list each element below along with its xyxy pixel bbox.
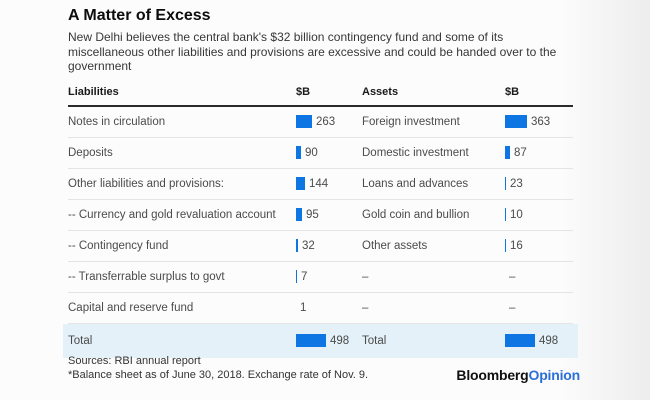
liability-value: 90 bbox=[305, 146, 318, 159]
asset-bar bbox=[505, 177, 506, 190]
liability-label: -- Currency and gold revaluation account bbox=[68, 208, 276, 221]
page-title: A Matter of Excess bbox=[68, 7, 211, 24]
liability-cell: 144 bbox=[296, 177, 362, 190]
asset-cell: 10 bbox=[505, 208, 573, 221]
bloomberg-opinion-logo: BloombergOpinion bbox=[456, 367, 580, 383]
asset-bar bbox=[505, 239, 506, 252]
liability-label: Deposits bbox=[68, 146, 113, 159]
liability-value: 1 bbox=[300, 301, 307, 314]
table-body: Notes in circulation 263 Foreign investm… bbox=[68, 107, 573, 324]
asset-bar bbox=[505, 146, 510, 159]
column-header-liabilities: Liabilities bbox=[68, 85, 119, 98]
table-row: Other liabilities and provisions: 144 Lo… bbox=[68, 169, 573, 200]
asset-value: – bbox=[509, 301, 516, 314]
footnote-text: *Balance sheet as of June 30, 2018. Exch… bbox=[68, 369, 369, 381]
sources-text: Sources: RBI annual report bbox=[68, 355, 201, 367]
chart-card: A Matter of Excess New Delhi believes th… bbox=[63, 7, 578, 358]
table-row: -- Contingency fund 32 Other assets 16 bbox=[68, 231, 573, 262]
total-asset-cell: 498 bbox=[505, 334, 573, 347]
asset-label: Other assets bbox=[362, 239, 428, 252]
asset-cell: 87 bbox=[505, 146, 573, 159]
column-header-assets-unit: $B bbox=[505, 85, 520, 98]
asset-value: 87 bbox=[514, 146, 527, 159]
asset-label: Foreign investment bbox=[362, 115, 460, 128]
table-row: Capital and reserve fund 1 – – bbox=[68, 293, 573, 324]
total-row: Total 498 Total 498 bbox=[63, 323, 578, 358]
total-liability-cell: 498 bbox=[296, 334, 362, 347]
table-header: Liabilities $B Assets $B bbox=[68, 86, 573, 107]
asset-cell: 23 bbox=[505, 177, 573, 190]
liability-label: -- Transferrable surplus to govt bbox=[68, 270, 225, 283]
column-header-liabilities-unit: $B bbox=[296, 85, 311, 98]
total-liability-value: 498 bbox=[330, 334, 350, 347]
total-liability-label: Total bbox=[68, 334, 93, 347]
page-subtitle: New Delhi believes the central bank's $3… bbox=[68, 30, 557, 73]
asset-label: – bbox=[362, 270, 369, 283]
liability-cell: 263 bbox=[296, 115, 362, 128]
asset-value: 10 bbox=[510, 208, 523, 221]
liability-cell: 95 bbox=[296, 208, 362, 221]
asset-value: 363 bbox=[531, 115, 551, 128]
asset-label: – bbox=[362, 301, 369, 314]
table-row: -- Transferrable surplus to govt 7 – – bbox=[68, 262, 573, 293]
liability-label: Capital and reserve fund bbox=[68, 301, 194, 314]
liability-label: Other liabilities and provisions: bbox=[68, 177, 224, 190]
liability-cell: 7 bbox=[296, 270, 362, 283]
footer: Sources: RBI annual report *Balance shee… bbox=[68, 354, 368, 382]
total-asset-value: 498 bbox=[539, 334, 559, 347]
liability-value: 32 bbox=[302, 239, 315, 252]
table-row: Deposits 90 Domestic investment 87 bbox=[68, 138, 573, 169]
table-row: Notes in circulation 263 Foreign investm… bbox=[68, 107, 573, 138]
liability-bar bbox=[296, 115, 312, 128]
asset-value: 23 bbox=[510, 177, 523, 190]
liability-value: 95 bbox=[306, 208, 319, 221]
asset-cell: – bbox=[505, 302, 573, 314]
liability-label: Notes in circulation bbox=[68, 115, 166, 128]
asset-cell: 16 bbox=[505, 239, 573, 252]
liability-bar bbox=[296, 270, 297, 283]
asset-label: Domestic investment bbox=[362, 146, 469, 159]
column-header-assets: Assets bbox=[362, 85, 399, 98]
liability-value: 7 bbox=[301, 270, 308, 283]
asset-bar bbox=[505, 115, 527, 128]
asset-label: Loans and advances bbox=[362, 177, 469, 190]
liability-value: 144 bbox=[309, 177, 329, 190]
asset-value: 16 bbox=[510, 239, 523, 252]
asset-cell: 363 bbox=[505, 115, 573, 128]
table-row: -- Currency and gold revaluation account… bbox=[68, 200, 573, 231]
liability-bar bbox=[296, 146, 301, 159]
liability-cell: 32 bbox=[296, 239, 362, 252]
logo-opinion: Opinion bbox=[528, 367, 581, 383]
liability-cell: 90 bbox=[296, 146, 362, 159]
liability-bar bbox=[296, 208, 302, 221]
liability-cell: 1 bbox=[296, 302, 362, 314]
logo-bloomberg: Bloomberg bbox=[456, 367, 529, 383]
asset-bar bbox=[505, 208, 506, 221]
total-asset-bar bbox=[505, 334, 535, 347]
asset-value: – bbox=[509, 270, 516, 283]
liability-value: 263 bbox=[316, 115, 336, 128]
total-asset-label: Total bbox=[362, 334, 387, 347]
total-liability-bar bbox=[296, 334, 326, 347]
asset-cell: – bbox=[505, 271, 573, 283]
liability-label: -- Contingency fund bbox=[68, 239, 169, 252]
asset-label: Gold coin and bullion bbox=[362, 208, 470, 221]
liability-bar bbox=[296, 239, 298, 252]
liability-bar bbox=[296, 177, 305, 190]
